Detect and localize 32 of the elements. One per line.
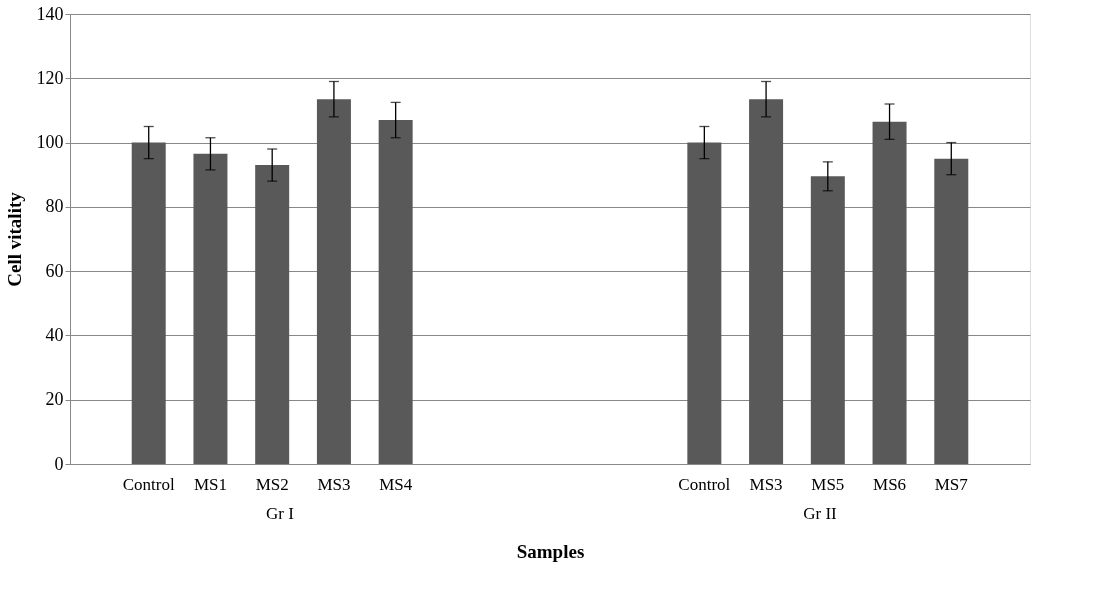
y-tick-label: 80 (45, 196, 64, 217)
x-tick-label: MS3 (317, 474, 351, 494)
x-tick-label: MS4 (379, 474, 413, 494)
bar (749, 99, 784, 464)
y-axis-title: Cell vitality (3, 191, 25, 287)
bar (255, 165, 290, 464)
bar (934, 158, 969, 464)
bar (810, 176, 845, 464)
bar (193, 153, 228, 464)
x-axis-title: Samples (516, 540, 585, 562)
y-tick-label: 140 (36, 3, 64, 24)
x-tick-label: MS3 (749, 474, 783, 494)
bar (131, 142, 166, 464)
y-tick-label: 0 (54, 453, 64, 474)
x-tick-label: MS7 (934, 474, 969, 494)
y-tick-label: 40 (45, 324, 64, 345)
bar (687, 142, 722, 464)
x-tick-label: Control (122, 474, 175, 494)
x-tick-label: MS6 (873, 474, 907, 494)
y-tick-label: 60 (45, 260, 64, 281)
x-tick-label: MS1 (193, 474, 227, 494)
x-tick-label: MS5 (811, 474, 845, 494)
x-tick-label: Control (678, 474, 731, 494)
text: Gr II (803, 504, 838, 523)
bar (316, 99, 351, 464)
bar (378, 120, 413, 464)
y-tick-label: 120 (36, 67, 64, 88)
bar (872, 121, 907, 464)
text: Gr I (266, 504, 295, 523)
y-tick-label: 20 (45, 389, 64, 410)
x-tick-label: MS2 (255, 474, 289, 494)
y-tick-label: 100 (36, 132, 64, 153)
